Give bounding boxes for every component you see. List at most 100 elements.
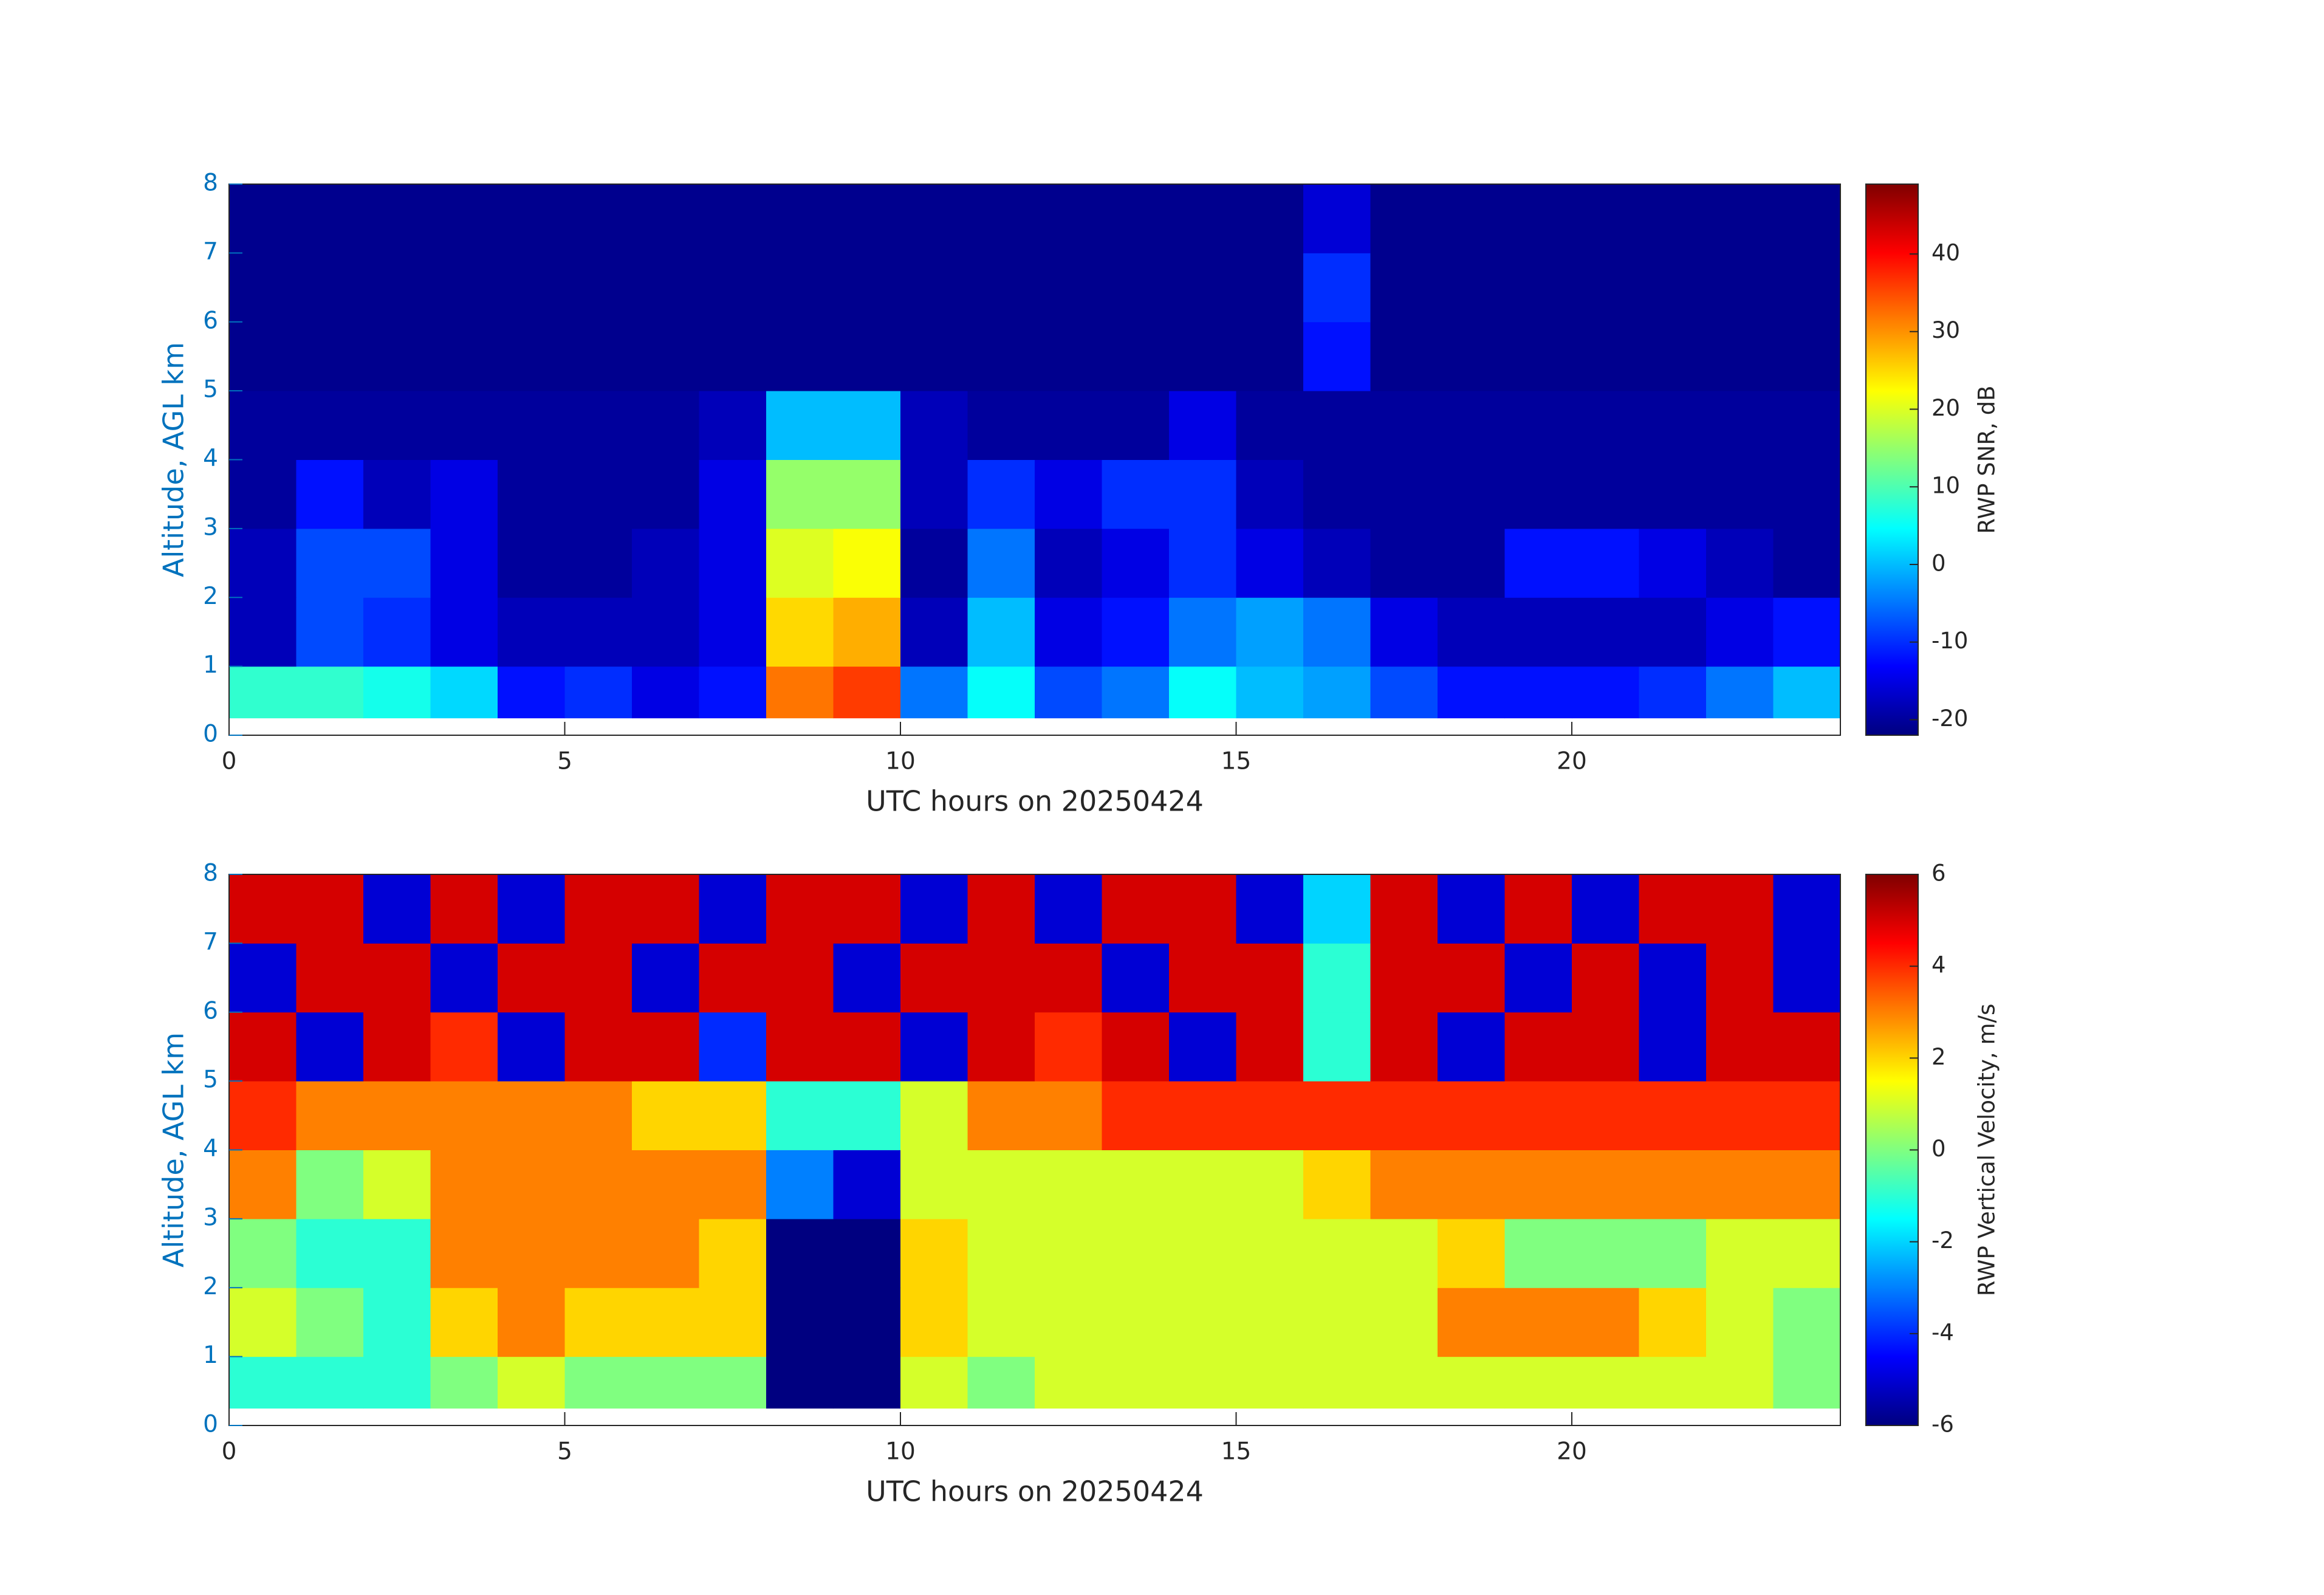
heatmap-cell: [430, 943, 498, 1013]
heatmap-cell: [1303, 528, 1371, 598]
heatmap-cell: [833, 1218, 901, 1288]
heatmap-cell: [766, 253, 834, 323]
heatmap-cell: [564, 459, 632, 529]
heatmap-cell: [1169, 321, 1236, 391]
heatmap-cell: [833, 1288, 901, 1357]
heatmap-cell: [1169, 874, 1236, 944]
heatmap-cell: [967, 1150, 1035, 1219]
heatmap-cell: [900, 1081, 968, 1150]
colorbar-tick-label: 0: [1932, 550, 1946, 576]
heatmap-cell: [632, 666, 699, 719]
heatmap-cell: [1438, 184, 1505, 253]
heatmap-cell: [1303, 874, 1371, 944]
heatmap-cell: [1236, 1356, 1304, 1409]
heatmap-cell: [1236, 666, 1304, 719]
heatmap-cell: [564, 1218, 632, 1288]
heatmap-cell: [430, 666, 498, 719]
x-tick-label: 0: [222, 748, 237, 775]
heatmap-cell: [564, 321, 632, 391]
heatmap-cell: [967, 597, 1035, 667]
heatmap-cell: [1706, 1081, 1774, 1150]
heatmap-cell: [1639, 597, 1707, 667]
heatmap-cell: [296, 943, 364, 1013]
heatmap-cell: [699, 459, 767, 529]
heatmap-cell: [498, 459, 565, 529]
heatmap-cell: [430, 391, 498, 460]
heatmap-cell: [1169, 1081, 1236, 1150]
colorbar-tick-label: 10: [1932, 473, 1960, 499]
colorbar-tick-label: -20: [1932, 705, 1968, 732]
colorbar-tick-label: 0: [1932, 1136, 1946, 1162]
heatmap-cell: [296, 597, 364, 667]
x-tick-label: 5: [557, 1438, 572, 1466]
heatmap-cell: [1303, 1081, 1371, 1150]
x-tick-label: 15: [1221, 748, 1252, 775]
heatmap-cell: [1572, 943, 1639, 1013]
heatmap-cell: [1303, 1356, 1371, 1409]
heatmap-cell: [430, 874, 498, 944]
heatmap-cell: [1773, 459, 1841, 529]
heatmap-cell: [1303, 1150, 1371, 1219]
heatmap-cell: [1706, 1012, 1774, 1082]
heatmap-cell: [1236, 943, 1304, 1013]
heatmap-cell: [1303, 391, 1371, 460]
heatmap-cell: [229, 1012, 296, 1082]
heatmap-cell: [1102, 1150, 1170, 1219]
heatmap-cell: [296, 1081, 364, 1150]
heatmap-cell: [766, 184, 834, 253]
heatmap-cell: [699, 1081, 767, 1150]
colorbar: [1865, 184, 1919, 736]
heatmap-cell: [1236, 321, 1304, 391]
x-axis-label: UTC hours on 20250424: [866, 785, 1204, 818]
heatmap-cell: [1438, 1150, 1505, 1219]
heatmap-cell: [1773, 1012, 1841, 1082]
x-tick-label: 20: [1557, 1438, 1587, 1466]
heatmap-cell: [833, 1012, 901, 1082]
heatmap-cell: [1370, 1150, 1438, 1219]
heatmap-cell: [229, 1150, 296, 1219]
heatmap-cell: [1370, 184, 1438, 253]
heatmap-cell: [1236, 1012, 1304, 1082]
heatmap-cell: [1102, 528, 1170, 598]
heatmap-cell: [833, 321, 901, 391]
heatmap-cell: [229, 321, 296, 391]
heatmap-cell: [1773, 528, 1841, 598]
heatmap-cell: [1370, 874, 1438, 944]
heatmap-cell: [699, 943, 767, 1013]
heatmap-cell: [967, 1081, 1035, 1150]
heatmap-cell: [296, 1150, 364, 1219]
y-tick-label: 2: [203, 583, 218, 610]
heatmap-cell: [1639, 1356, 1707, 1409]
heatmap-cell: [1639, 943, 1707, 1013]
heatmap-cell: [1773, 597, 1841, 667]
heatmap-cell: [1504, 1081, 1572, 1150]
heatmap-cell: [1438, 321, 1505, 391]
heatmap-cell: [363, 184, 431, 253]
heatmap-cell: [1438, 528, 1505, 598]
heatmap-cell: [229, 874, 296, 944]
heatmap-cell: [1035, 1218, 1102, 1288]
heatmap-cell: [766, 1356, 834, 1409]
heatmap-cell: [1035, 1356, 1102, 1409]
heatmap-cell: [900, 528, 968, 598]
heatmap-cell: [1438, 1218, 1505, 1288]
colorbar-tick-label: 40: [1932, 239, 1960, 266]
heatmap-cell: [1504, 1288, 1572, 1357]
heatmap-cell: [430, 253, 498, 323]
heatmap-cell: [1035, 1150, 1102, 1219]
y-tick-label: 6: [203, 997, 218, 1024]
y-tick-label: 3: [203, 1204, 218, 1231]
heatmap-cell: [1706, 321, 1774, 391]
heatmap-cell: [833, 253, 901, 323]
heatmap-cell: [699, 1150, 767, 1219]
heatmap-cell: [1303, 1288, 1371, 1357]
y-tick-label: 0: [203, 1411, 218, 1438]
colorbar: [1865, 874, 1919, 1426]
heatmap-cell: [1102, 874, 1170, 944]
heatmap-cell: [1706, 1150, 1774, 1219]
heatmap-cell: [1303, 253, 1371, 323]
heatmap-cell: [296, 528, 364, 598]
heatmap-cell: [900, 1356, 968, 1409]
heatmap-cell: [1102, 253, 1170, 323]
heatmap-cell: [1370, 1356, 1438, 1409]
